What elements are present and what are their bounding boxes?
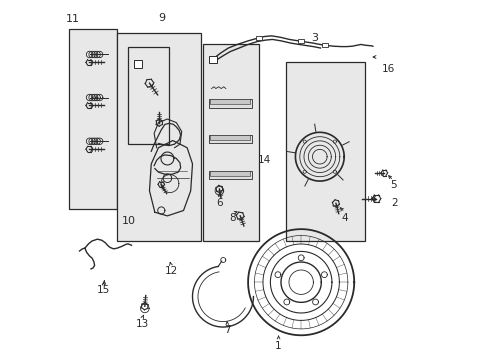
Text: 10: 10 — [122, 216, 136, 226]
Text: 1: 1 — [275, 341, 281, 351]
Text: 5: 5 — [389, 180, 396, 190]
Text: 4: 4 — [341, 213, 347, 222]
Text: 9: 9 — [158, 13, 165, 23]
Bar — [285, 62, 364, 241]
Text: 13: 13 — [135, 319, 149, 329]
Text: 7: 7 — [224, 325, 230, 335]
Bar — [210, 99, 249, 104]
Text: 2: 2 — [390, 198, 397, 208]
Bar — [298, 39, 304, 43]
Text: 16: 16 — [381, 64, 394, 74]
Text: 6: 6 — [216, 198, 222, 208]
Bar — [69, 30, 117, 209]
Bar — [128, 47, 169, 144]
Bar — [134, 60, 142, 68]
Bar — [208, 135, 251, 143]
Text: 14: 14 — [257, 155, 270, 165]
Bar — [208, 171, 251, 179]
Text: 12: 12 — [164, 266, 177, 276]
Bar — [208, 56, 216, 63]
Bar — [322, 43, 327, 47]
Text: 15: 15 — [97, 285, 110, 296]
Bar — [117, 33, 201, 241]
Text: 11: 11 — [66, 14, 80, 24]
Bar — [210, 135, 249, 140]
Text: 8: 8 — [229, 213, 236, 222]
Text: 3: 3 — [310, 33, 317, 43]
Bar — [203, 44, 258, 241]
Bar — [210, 171, 249, 176]
Bar — [208, 99, 251, 108]
Bar — [255, 36, 261, 40]
